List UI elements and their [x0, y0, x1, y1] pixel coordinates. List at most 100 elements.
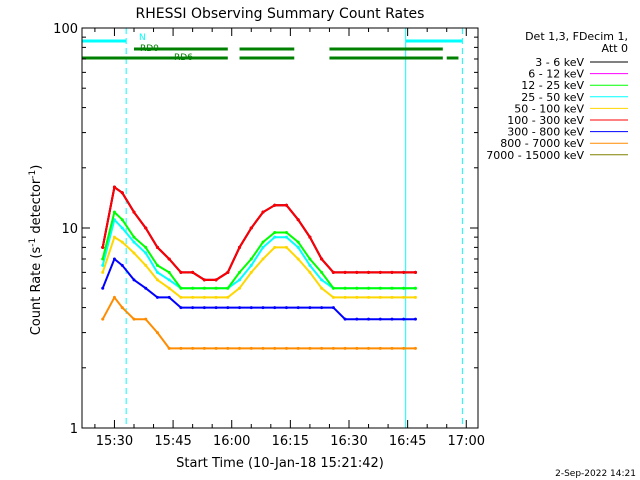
- x-tick-label: 15:30: [96, 434, 133, 449]
- series-point-4: [331, 295, 335, 299]
- series-point-5: [402, 270, 406, 274]
- series-point-4: [308, 270, 312, 274]
- series-point-4: [101, 270, 105, 274]
- series-point-7: [355, 346, 359, 350]
- series-point-5: [320, 257, 324, 261]
- plot-frame: [81, 27, 479, 429]
- series-point-4: [167, 286, 171, 290]
- series-point-2: [179, 286, 183, 290]
- series-point-2: [167, 270, 171, 274]
- series-point-7: [413, 346, 417, 350]
- series-point-4: [355, 295, 359, 299]
- series-point-7: [367, 346, 371, 350]
- series-line-7: [101, 295, 416, 350]
- series-point-5: [132, 210, 136, 214]
- series-point-7: [144, 317, 148, 321]
- y-axis-label-part-1: Count Rate (s: [29, 247, 44, 336]
- series-point-2: [320, 270, 324, 274]
- series-point-4: [120, 240, 124, 244]
- series-point-2: [284, 230, 288, 234]
- series-point-6: [367, 317, 371, 321]
- series-point-6: [202, 306, 206, 310]
- series-point-6: [390, 317, 394, 321]
- series-point-4: [144, 263, 148, 267]
- legend-label: 50 - 100 keV: [514, 102, 584, 115]
- x-tick-label: 16:45: [389, 434, 426, 449]
- series-point-2: [144, 245, 148, 249]
- series-point-5: [308, 235, 312, 239]
- series-point-6: [308, 306, 312, 310]
- x-tick-label: 15:45: [154, 434, 191, 449]
- series-point-5: [331, 270, 335, 274]
- legend-label: 800 - 7000 keV: [500, 137, 584, 150]
- series-point-4: [367, 295, 371, 299]
- series-point-4: [402, 295, 406, 299]
- series-point-4: [413, 295, 417, 299]
- series-point-3: [261, 245, 265, 249]
- series-point-2: [120, 218, 124, 222]
- series-point-7: [331, 346, 335, 350]
- series-point-4: [320, 286, 324, 290]
- series-point-2: [296, 240, 300, 244]
- series-point-5: [343, 270, 347, 274]
- series-point-2: [378, 286, 382, 290]
- legend-label: 300 - 800 keV: [507, 126, 584, 139]
- series-point-4: [191, 295, 195, 299]
- series-point-5: [120, 191, 124, 195]
- series-point-4: [202, 295, 206, 299]
- timestamp-label: 2-Sep-2022 14:21: [555, 469, 636, 479]
- series-point-4: [112, 235, 116, 239]
- series-point-4: [261, 257, 265, 261]
- series-point-7: [214, 346, 218, 350]
- series-point-5: [101, 245, 105, 249]
- series-point-3: [273, 235, 277, 239]
- series-point-3: [144, 251, 148, 255]
- series-point-6: [155, 295, 159, 299]
- series-point-3: [284, 235, 288, 239]
- series-point-2: [214, 286, 218, 290]
- series-point-6: [132, 278, 136, 282]
- series-point-2: [101, 257, 105, 261]
- series-point-6: [296, 306, 300, 310]
- series-point-3: [320, 278, 324, 282]
- series-point-3: [249, 263, 253, 267]
- y-tick-label: 1: [70, 422, 78, 437]
- legend-label: 25 - 50 keV: [521, 91, 584, 104]
- series-point-6: [273, 306, 277, 310]
- series-point-6: [191, 306, 195, 310]
- series-point-7: [308, 346, 312, 350]
- series-point-6: [320, 306, 324, 310]
- series-point-7: [390, 346, 394, 350]
- series-point-5: [273, 203, 277, 207]
- series-point-7: [261, 346, 265, 350]
- series-line-4: [101, 235, 416, 299]
- flag-label-n: N: [139, 33, 146, 43]
- flag-label-rd0: RD0: [140, 44, 159, 54]
- series-point-2: [367, 286, 371, 290]
- series-point-6: [402, 317, 406, 321]
- series-point-7: [191, 346, 195, 350]
- series-point-2: [413, 286, 417, 290]
- series-point-4: [238, 286, 242, 290]
- series-line-5: [101, 185, 416, 281]
- y-axis-label-sup-1: -1: [28, 238, 38, 247]
- series-point-4: [249, 270, 253, 274]
- series-point-6: [355, 317, 359, 321]
- y-axis-label-part-2: detector: [29, 178, 44, 238]
- series-point-7: [202, 346, 206, 350]
- series-point-7: [112, 295, 116, 299]
- legend-label: 100 - 300 keV: [507, 114, 584, 127]
- chart-title: RHESSI Observing Summary Count Rates: [136, 6, 425, 22]
- series-point-5: [367, 270, 371, 274]
- series-point-5: [390, 270, 394, 274]
- series-point-5: [284, 203, 288, 207]
- series-point-4: [273, 245, 277, 249]
- series-point-2: [226, 286, 230, 290]
- series-point-5: [112, 185, 116, 189]
- series-point-4: [226, 295, 230, 299]
- x-tick-label: 16:15: [272, 434, 309, 449]
- series-point-7: [155, 331, 159, 335]
- series-point-7: [284, 346, 288, 350]
